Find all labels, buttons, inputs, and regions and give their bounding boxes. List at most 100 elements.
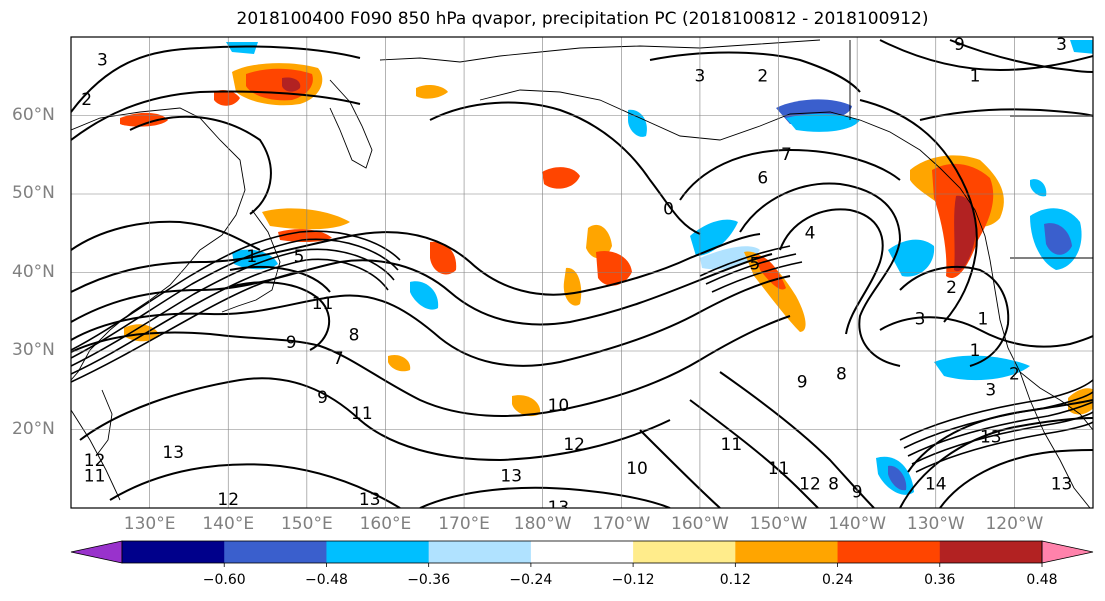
contour-label: 0 [663,200,674,220]
colorbar-segment [939,541,1043,563]
contour-label: 11 [768,459,790,479]
precipitation-shading [120,40,1093,495]
shade-pos-w3 [512,395,541,417]
contour-line [639,429,721,508]
map-frame [70,36,1094,509]
shade-pos-npac2 [586,224,612,259]
shade-pos-small1 [120,112,168,127]
lat-label: 40°N [12,261,55,282]
lon-label: 140°E [202,514,255,534]
contour-line [109,463,401,508]
coastline-asia [71,107,246,381]
contour-label: 3 [1056,35,1067,55]
colorbar-segment [326,541,430,563]
contour-label: 1 [246,247,257,267]
contour-line [79,377,671,462]
contour-label: 13 [359,490,381,510]
contour-label: 2 [81,90,92,110]
lon-label: 170°W [592,514,651,534]
jet-contour [699,245,791,277]
jet-contour [71,269,307,383]
jet-contour [71,258,389,375]
shade-blue-siberia [226,42,258,54]
contour-label: 13 [500,467,522,487]
colorbar-segment [633,541,736,563]
contour-line [419,486,671,508]
contour-line [229,265,331,293]
jet-contour [915,421,1093,473]
lon-label: 150°E [280,514,333,534]
contour-line [71,45,361,113]
colorbar-segment [224,541,327,563]
contour-line [919,108,1093,121]
contour-line [859,99,978,323]
contour-label: 7 [781,145,792,165]
colorbar-tick-label: 0.36 [924,572,956,588]
contour-label: 3 [695,66,706,86]
contour-line [71,275,791,367]
jet-contour [71,238,399,359]
coastline-kamchatka [329,79,373,169]
contour-line [879,39,1093,72]
lon-label: 160°E [359,514,412,534]
colorbar-tick-label: −0.48 [304,572,348,588]
lon-label: 170°E [438,514,490,534]
jet-contour [911,411,1093,465]
contour-label: 8 [836,365,847,385]
colorbar-extend-low [70,540,123,564]
contour-label: 13 [1051,474,1073,494]
contour-label: 2 [1009,365,1020,385]
lon-label: 180°W [513,514,572,534]
colorbar-frame [121,540,1043,564]
contour-label: 12 [563,435,585,455]
contour-label: 10 [548,396,570,416]
coastline-asia2 [71,409,121,501]
coastline-mexico [1019,371,1091,508]
shade-neg-se3 [888,465,907,491]
shade-neg-coast3 [1044,223,1072,255]
contour-label: 2 [946,278,957,298]
colorbar-segment [122,541,225,563]
contour-label: 3 [915,310,926,330]
shade-pos-npac1 [542,167,580,189]
lat-label: 50°N [12,183,55,203]
shade-pos-w5 [124,324,160,342]
jet-contour [71,248,395,367]
shade-neg-coast1 [888,239,935,277]
colorbar-segment [837,541,941,563]
contour-label: 9 [286,333,297,353]
jet-contours [71,230,1093,473]
lat-label: 30°N [12,340,55,360]
lat-label: 60°N [12,104,55,125]
colorbar-segment [735,541,839,563]
contour-label: 14 [925,474,947,494]
contour-line [719,371,875,508]
shade-neg-se1 [934,355,1030,381]
colorbar-tick-label: 0.12 [719,572,751,588]
contour-line [899,266,1010,367]
colorbar-tick-label: 0.24 [821,572,854,588]
colorbar-tick-label: −0.12 [611,572,655,588]
coastline-japan [221,209,281,313]
contour-label: 11 [84,467,106,487]
contour-label: 4 [805,223,816,243]
contour-line [939,449,1093,508]
shade-pos-coast4 [744,251,806,332]
contour-line [679,148,901,201]
contour-line [879,316,1093,348]
shade-neg-ne2 [1030,179,1047,197]
lon-label: 130°W [906,514,965,534]
shade-neg-gulf2 [786,113,860,132]
colorbar-tick-label: −0.24 [509,572,553,588]
contour-label: 11 [721,435,743,455]
map-title: 2018100400 F090 850 hPa qvapor, precipit… [236,9,929,29]
coastline-alaska [479,89,991,261]
colorbar-segment [530,541,634,563]
shade-pos-w4 [388,354,411,372]
jet-contour [899,379,1093,441]
contour-label: 11 [312,294,334,314]
contour-line [71,90,361,141]
colorbar-segments [70,540,1094,567]
